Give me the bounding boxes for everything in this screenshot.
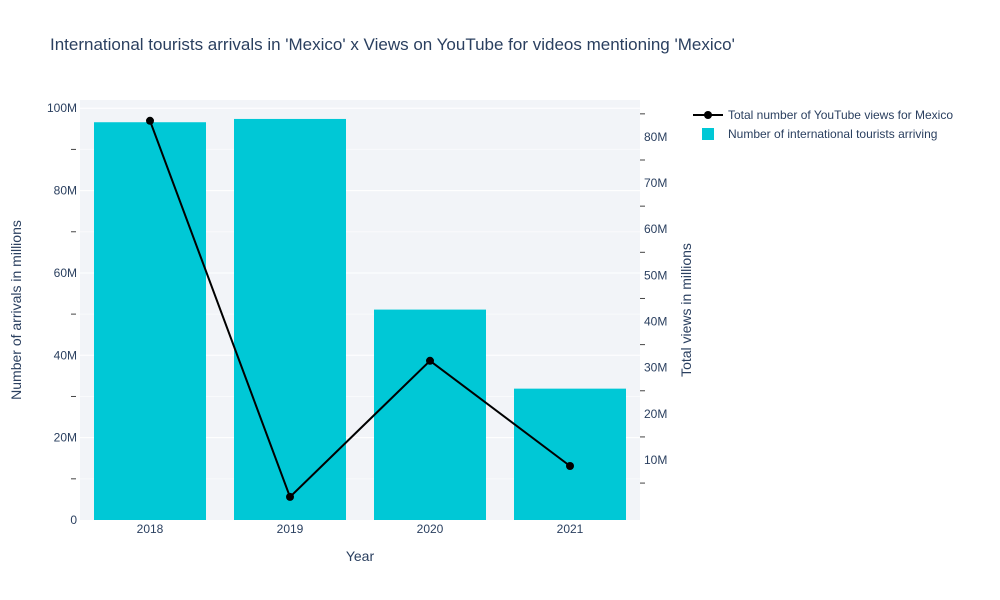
- chart-title: International tourists arrivals in 'Mexi…: [50, 35, 735, 54]
- y2-tick-label: 50M: [644, 268, 667, 282]
- y2-tick-label: 70M: [644, 176, 667, 190]
- y-axis-title: Number of arrivals in millions: [8, 220, 24, 400]
- y-axis-left: 0 20M 40M 60M 80M 100M: [47, 101, 77, 527]
- y-tick-label: 20M: [54, 431, 77, 445]
- bar-2019[interactable]: [234, 118, 346, 521]
- legend-label-youtube-views: Total number of YouTube views for Mexico: [728, 108, 953, 122]
- legend-marker-swatch: [704, 111, 712, 119]
- y-tick-label: 100M: [47, 101, 77, 115]
- x-axis-title: Year: [346, 548, 375, 564]
- y2-tick-label: 40M: [644, 315, 667, 329]
- y2-axis-title: Total views in millions: [678, 243, 694, 377]
- x-tick-label: 2021: [557, 522, 584, 536]
- y-tick-label: 80M: [54, 184, 77, 198]
- x-tick-label: 2020: [417, 522, 444, 536]
- bar-series[interactable]: [94, 118, 626, 521]
- youtube-views-line[interactable]: [149, 120, 571, 499]
- y2-tick-label: 60M: [644, 222, 667, 236]
- legend-bar-swatch: [702, 128, 714, 140]
- y-axis-right: 10M 20M 30M 40M 50M 60M 70M 80M: [640, 113, 667, 484]
- legend-item-tourist-arrivals[interactable]: Number of international tourists arrivin…: [702, 127, 937, 141]
- bar-2020[interactable]: [374, 309, 486, 520]
- y-tick-label: 60M: [54, 266, 77, 280]
- y-tick-label: 0: [70, 513, 77, 527]
- y2-tick-label: 80M: [644, 130, 667, 144]
- legend-item-youtube-views[interactable]: Total number of YouTube views for Mexico: [693, 108, 953, 122]
- bar-2018[interactable]: [94, 122, 206, 520]
- legend[interactable]: Total number of YouTube views for Mexico…: [693, 108, 953, 141]
- legend-label-tourist-arrivals: Number of international tourists arrivin…: [728, 127, 937, 141]
- y2-tick-label: 20M: [644, 407, 667, 421]
- youtube-views-point-2018[interactable]: [146, 116, 154, 125]
- y2-tick-label: 10M: [644, 453, 667, 467]
- y2-tick-label: 30M: [644, 361, 667, 375]
- youtube-views-point-2019[interactable]: [286, 492, 294, 501]
- youtube-views-point-2020[interactable]: [426, 356, 434, 365]
- x-tick-label: 2019: [277, 522, 304, 536]
- line-series[interactable]: [146, 116, 574, 501]
- x-tick-label: 2018: [137, 522, 164, 536]
- x-axis: 2018 2019 2020 2021: [137, 522, 584, 536]
- y-tick-label: 40M: [54, 348, 77, 362]
- bar-2021[interactable]: [514, 388, 626, 520]
- youtube-views-point-2021[interactable]: [566, 462, 574, 470]
